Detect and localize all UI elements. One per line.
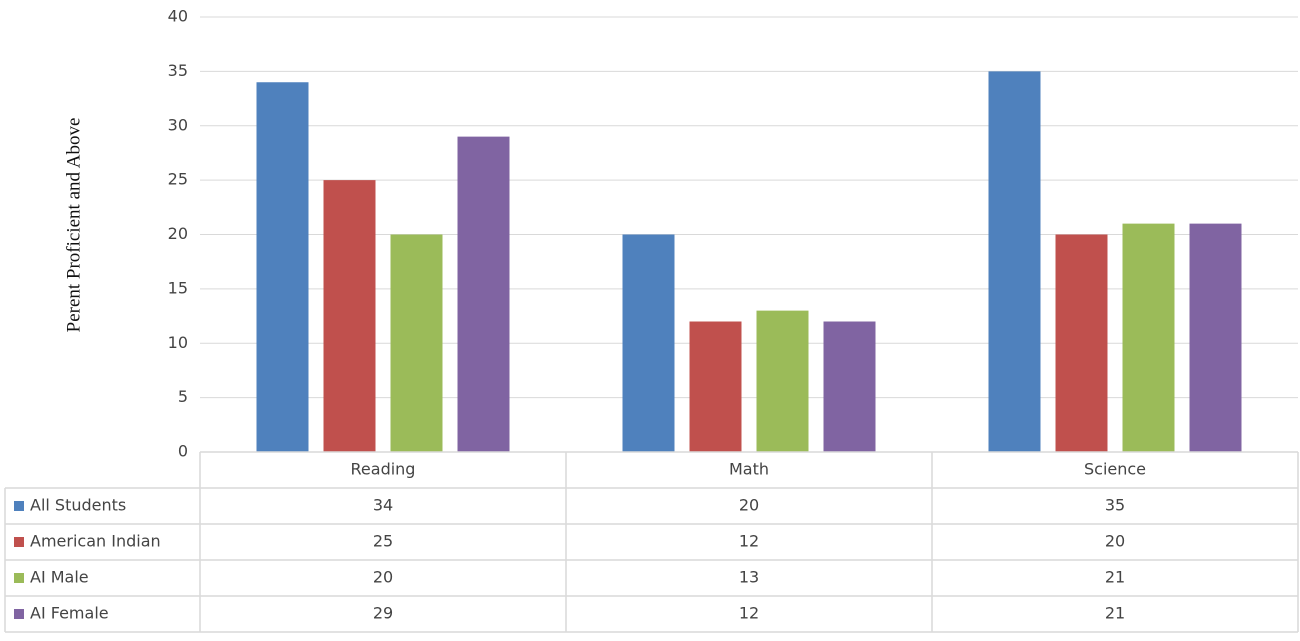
bar — [323, 180, 376, 452]
x-tick-label: Science — [1084, 460, 1146, 479]
legend-label: All Students — [30, 496, 126, 515]
bar — [756, 310, 809, 452]
table-cell: 35 — [1105, 496, 1125, 515]
legend-label: AI Female — [30, 604, 109, 623]
table-cell: 20 — [373, 568, 393, 587]
bar — [689, 321, 742, 452]
bar — [390, 234, 443, 452]
y-tick-label: 20 — [168, 224, 188, 243]
table-cell: 34 — [373, 496, 393, 515]
bar — [1122, 223, 1175, 452]
table-cell: 12 — [739, 604, 759, 623]
legend-swatch — [14, 537, 24, 547]
legend-swatch — [14, 501, 24, 511]
y-tick-label: 25 — [168, 170, 188, 189]
table-cell: 21 — [1105, 568, 1125, 587]
table-cell: 20 — [739, 496, 759, 515]
legend-swatch — [14, 609, 24, 619]
y-tick-label: 40 — [168, 7, 188, 26]
x-tick-label: Math — [729, 460, 769, 479]
table-cell: 21 — [1105, 604, 1125, 623]
y-tick-label: 30 — [168, 115, 188, 134]
y-tick-label: 35 — [168, 61, 188, 80]
legend-swatch — [14, 573, 24, 583]
y-tick-label: 0 — [178, 442, 188, 461]
table-cell: 12 — [739, 532, 759, 551]
bar — [823, 321, 876, 452]
y-axis-label: Perent Proficient and Above — [63, 118, 84, 333]
table-cell: 29 — [373, 604, 393, 623]
legend-label: American Indian — [30, 532, 161, 551]
table-cell: 25 — [373, 532, 393, 551]
bar — [988, 71, 1041, 452]
x-tick-label: Reading — [351, 460, 416, 479]
y-tick-label: 10 — [168, 333, 188, 352]
legend-label: AI Male — [30, 568, 89, 587]
bar — [622, 234, 675, 452]
table-cell: 20 — [1105, 532, 1125, 551]
bar — [457, 136, 510, 452]
y-tick-label: 15 — [168, 278, 188, 297]
bar — [256, 82, 309, 452]
bar — [1055, 234, 1108, 452]
y-tick-label: 5 — [178, 387, 188, 406]
table-cell: 13 — [739, 568, 759, 587]
bar — [1189, 223, 1242, 452]
